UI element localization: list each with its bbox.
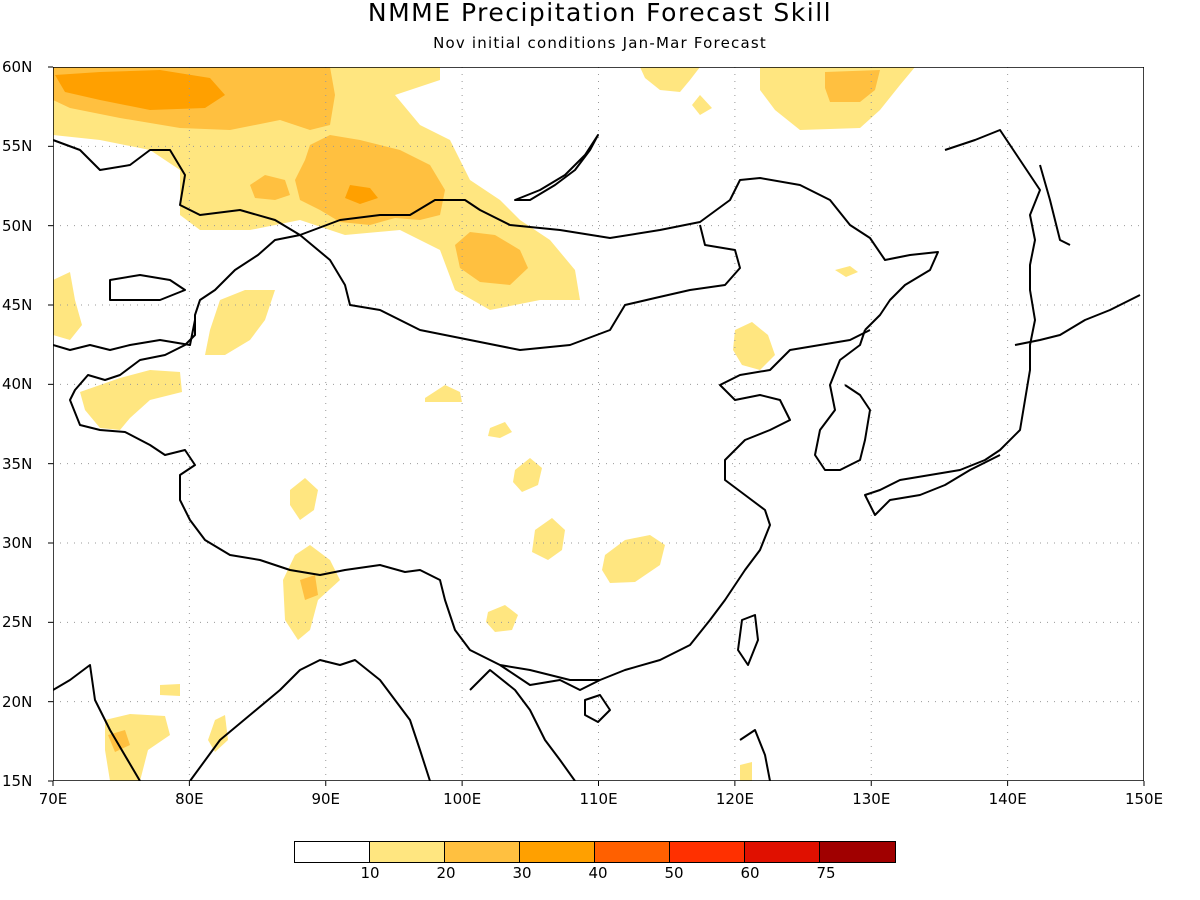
colorbar-swatch xyxy=(670,842,745,862)
skill-region xyxy=(250,175,290,200)
lat-label: 40N xyxy=(2,375,33,394)
coast-line xyxy=(737,614,759,666)
coast-line xyxy=(53,319,196,351)
coast-line xyxy=(1014,294,1141,346)
lat-label: 50N xyxy=(2,216,33,235)
skill-region xyxy=(740,762,752,781)
colorbar-label: 30 xyxy=(512,864,532,882)
skill-region xyxy=(486,605,518,632)
lon-label: 110E xyxy=(579,790,618,808)
lat-label: 20N xyxy=(2,692,33,711)
coast-line xyxy=(499,664,601,691)
coast-line xyxy=(1039,164,1071,246)
colorbar-swatch xyxy=(745,842,820,862)
lon-label: 80E xyxy=(175,790,204,808)
coast-line xyxy=(53,664,141,781)
skill-region xyxy=(692,95,712,115)
coast-line xyxy=(109,274,186,301)
coast-line xyxy=(739,729,771,781)
coast-line xyxy=(469,669,576,781)
skill-region xyxy=(205,290,275,355)
map-title: NMME Precipitation Forecast Skill xyxy=(367,0,833,27)
lat-label: 55N xyxy=(2,137,33,156)
lat-label: 45N xyxy=(2,296,33,314)
coastlines xyxy=(53,129,1141,781)
colorbar-swatch xyxy=(520,842,595,862)
colorbar-label: 60 xyxy=(740,864,760,882)
colorbar-swatch xyxy=(295,842,370,862)
skill-region xyxy=(835,266,858,277)
colorbar-swatch xyxy=(595,842,670,862)
lon-label: 140E xyxy=(988,790,1027,808)
skill-region xyxy=(455,232,528,285)
skill-region xyxy=(513,458,542,492)
lat-label: 60N xyxy=(2,58,33,76)
axis-ticks xyxy=(48,66,1145,786)
lon-label: 120E xyxy=(715,790,754,808)
skill-region xyxy=(208,715,228,752)
coast-line xyxy=(584,694,611,723)
skill-region xyxy=(602,535,665,583)
lat-label: 15N xyxy=(2,772,33,790)
skill-region xyxy=(640,67,700,92)
skill-region xyxy=(105,714,170,781)
lake-baikal xyxy=(514,134,599,201)
colorbar-label: 10 xyxy=(360,864,380,882)
colorbar-swatch xyxy=(820,842,895,862)
lon-label: 130E xyxy=(852,790,891,808)
lon-label: 150E xyxy=(1124,790,1164,808)
colorbar-swatch xyxy=(445,842,520,862)
lat-lon-grid xyxy=(53,67,1144,781)
colorbar-swatch xyxy=(370,842,445,862)
coast-line xyxy=(189,659,431,781)
skill-region xyxy=(733,322,775,370)
skill-region xyxy=(53,272,82,340)
lon-label: 70E xyxy=(38,790,68,808)
colorbar-label: 20 xyxy=(436,864,456,882)
skill-region xyxy=(295,135,445,225)
colorbar-label: 75 xyxy=(816,864,836,882)
coast-line xyxy=(864,129,1041,516)
lon-label: 90E xyxy=(311,790,341,808)
skill-region xyxy=(55,70,225,110)
skill-region xyxy=(300,575,318,600)
lat-label: 25N xyxy=(2,613,33,632)
border-line xyxy=(299,224,741,351)
lat-label: 30N xyxy=(2,534,33,552)
colorbar-label: 40 xyxy=(588,864,608,882)
skill-region xyxy=(160,684,180,696)
colorbar-label: 50 xyxy=(664,864,684,882)
skill-region xyxy=(488,422,512,438)
map-subtitle: Nov initial conditions Jan-Mar Forecast xyxy=(433,34,767,52)
skill-region xyxy=(532,518,565,560)
skill-region xyxy=(80,370,182,430)
colorbar xyxy=(294,841,896,863)
skill-region xyxy=(290,478,318,520)
coast-line xyxy=(814,329,871,471)
lat-label: 35N xyxy=(2,454,33,473)
border-line xyxy=(69,234,871,681)
skill-region xyxy=(425,385,462,402)
skill-shading xyxy=(53,67,915,781)
skill-region xyxy=(825,70,880,102)
skill-region xyxy=(345,185,378,204)
lon-label: 100E xyxy=(443,790,482,808)
border-line xyxy=(53,139,939,331)
